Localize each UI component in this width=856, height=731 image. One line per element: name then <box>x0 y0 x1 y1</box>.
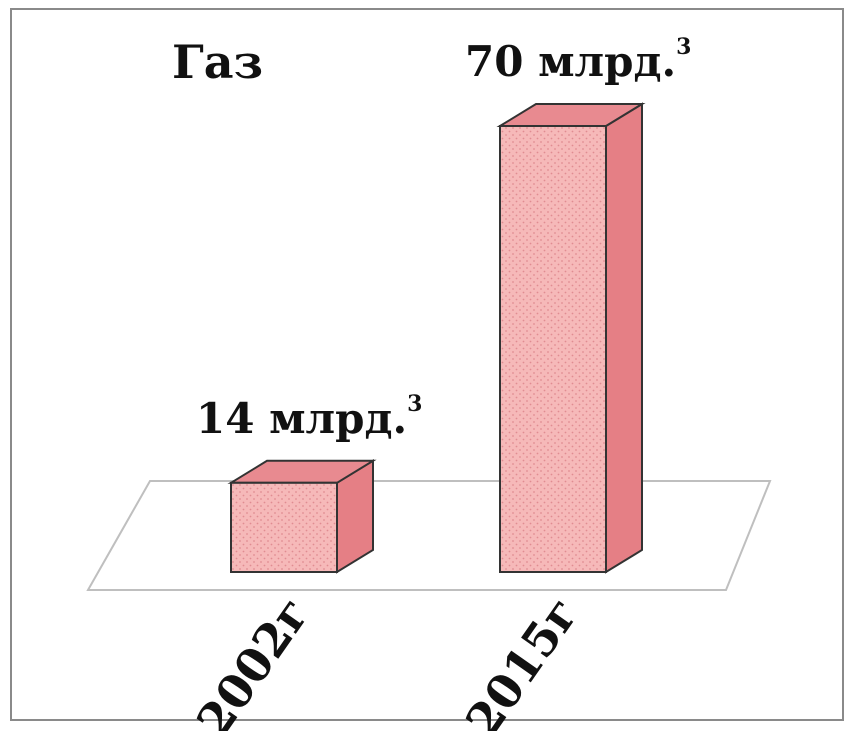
bar-2002г <box>227 459 377 574</box>
data-label-superscript: 3 <box>407 391 422 417</box>
x-tick-label-2015г: 2015г <box>455 587 589 731</box>
bar-side-face <box>605 102 643 574</box>
chart-floor <box>86 480 772 591</box>
data-label-superscript: 3 <box>676 34 691 60</box>
chart-frame <box>10 8 844 721</box>
data-labels-group: 14 млрд.3 70 млрд.3 <box>196 34 691 443</box>
data-label-2015г: 70 млрд.3 <box>465 34 691 86</box>
x-tick-label-2002г: 2002г <box>186 587 320 731</box>
bar-front-face <box>230 481 338 573</box>
bars-group <box>227 102 646 574</box>
data-label-2002г: 14 млрд.3 <box>196 391 422 443</box>
bar-2015г <box>496 102 646 574</box>
category-ticks-group: 2002г 2015г <box>186 587 589 731</box>
chart-title: Газ <box>172 35 263 89</box>
bar-front-face <box>499 125 607 573</box>
